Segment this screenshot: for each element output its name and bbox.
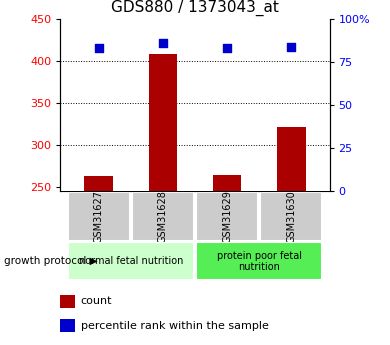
Text: GSM31629: GSM31629 bbox=[222, 190, 232, 243]
Bar bbox=[196, 192, 258, 241]
Bar bbox=[68, 242, 194, 280]
Text: GSM31630: GSM31630 bbox=[286, 190, 296, 243]
Text: count: count bbox=[81, 296, 112, 306]
Text: normal fetal nutrition: normal fetal nutrition bbox=[79, 256, 183, 266]
Text: protein poor fetal
nutrition: protein poor fetal nutrition bbox=[216, 250, 301, 272]
Bar bbox=[85, 176, 113, 191]
Title: GDS880 / 1373043_at: GDS880 / 1373043_at bbox=[111, 0, 279, 16]
Bar bbox=[149, 54, 177, 191]
Text: percentile rank within the sample: percentile rank within the sample bbox=[81, 321, 268, 331]
Text: GSM31627: GSM31627 bbox=[94, 190, 104, 243]
Text: GSM31628: GSM31628 bbox=[158, 190, 168, 243]
Bar bbox=[60, 319, 75, 332]
Bar bbox=[277, 127, 305, 191]
Bar bbox=[68, 192, 129, 241]
Point bbox=[96, 46, 102, 51]
Bar bbox=[60, 295, 75, 308]
Point bbox=[224, 46, 230, 51]
Bar bbox=[213, 176, 241, 191]
Point bbox=[160, 40, 166, 46]
Text: growth protocol ▶: growth protocol ▶ bbox=[4, 256, 98, 266]
Bar bbox=[196, 242, 322, 280]
Bar bbox=[261, 192, 322, 241]
Bar bbox=[132, 192, 194, 241]
Point bbox=[288, 44, 294, 49]
